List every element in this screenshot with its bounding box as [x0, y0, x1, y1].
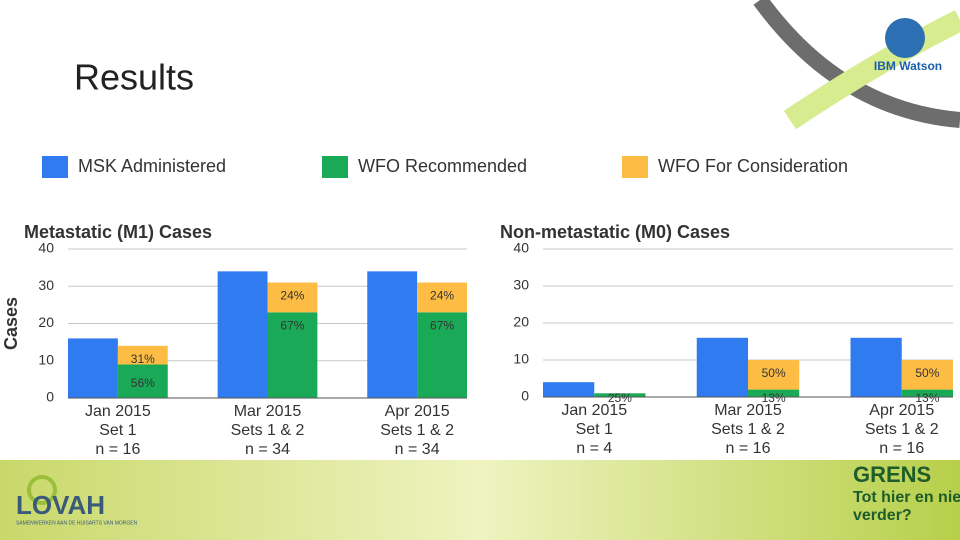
x-tick-label: Set 1	[576, 421, 613, 438]
logo-subtext: SAMENWERKEN AAN DE HUISARTS VAN MORGEN	[16, 520, 138, 526]
x-tick-label: Jan 2015	[561, 402, 627, 419]
x-tick-label: Jan 2015	[85, 403, 151, 420]
chart-title: Metastatic (M1) Cases	[24, 222, 212, 242]
x-tick-label: n = 34	[245, 441, 290, 458]
x-tick-label: Sets 1 & 2	[231, 422, 305, 439]
y-tick-label: 30	[513, 277, 529, 293]
percent-label: 31%	[131, 352, 155, 366]
legend-label: MSK Administered	[78, 156, 226, 176]
decor-arc	[783, 10, 960, 130]
bar	[543, 382, 595, 397]
x-tick-label: Mar 2015	[234, 403, 302, 420]
bar	[367, 271, 418, 398]
logo-subtext: Tot hier en niet	[853, 489, 960, 506]
percent-label: 24%	[430, 289, 454, 303]
logo-text: GRENS	[853, 462, 931, 487]
bar-segment	[267, 312, 318, 398]
percent-label: 24%	[280, 289, 304, 303]
footer-band	[0, 460, 960, 540]
logo-text: LOVAH	[16, 490, 105, 520]
bar-segment	[267, 282, 318, 313]
percent-label: 67%	[280, 318, 304, 332]
bar	[217, 271, 268, 398]
bar-segment	[417, 282, 467, 313]
logo-text: IBM Watson	[874, 59, 942, 73]
y-tick-label: 10	[38, 351, 54, 367]
bar-segment	[117, 345, 168, 365]
y-axis-label: Cases	[1, 297, 21, 350]
legend-swatch	[42, 156, 68, 178]
percent-label: 13%	[762, 391, 786, 405]
logo-subtext: verder?	[853, 507, 912, 524]
slide-title: Results	[74, 57, 194, 98]
lovah-icon	[27, 475, 57, 505]
x-tick-label: n = 16	[879, 440, 924, 457]
legend-swatch	[322, 156, 348, 178]
x-tick-label: n = 34	[395, 441, 440, 458]
x-tick-label: n = 4	[576, 440, 612, 457]
percent-label: 25%	[608, 391, 632, 405]
percent-label: 56%	[131, 376, 155, 390]
bar-segment	[594, 393, 646, 397]
x-tick-label: Sets 1 & 2	[380, 422, 454, 439]
chart-panel	[492, 215, 959, 460]
bar-segment	[748, 360, 800, 390]
percent-label: 67%	[430, 318, 454, 332]
legend-label: WFO Recommended	[358, 156, 527, 176]
chart-title: Non-metastatic (M0) Cases	[500, 222, 730, 242]
legend-label: WFO For Consideration	[658, 156, 848, 176]
y-tick-label: 40	[513, 240, 529, 256]
y-tick-label: 0	[521, 388, 529, 404]
percent-label: 50%	[915, 366, 939, 380]
bar-segment	[117, 364, 168, 398]
bar-segment	[901, 360, 953, 390]
x-tick-label: Apr 2015	[869, 402, 934, 419]
y-tick-label: 0	[46, 389, 54, 405]
percent-label: 50%	[762, 366, 786, 380]
x-tick-label: n = 16	[95, 441, 140, 458]
bar-segment	[417, 312, 467, 398]
x-tick-label: Mar 2015	[714, 402, 782, 419]
bar	[850, 337, 902, 397]
x-tick-label: Sets 1 & 2	[711, 421, 785, 438]
y-tick-label: 10	[513, 351, 529, 367]
x-tick-label: Set 1	[99, 422, 136, 439]
y-tick-label: 40	[38, 240, 54, 256]
legend-swatch	[622, 156, 648, 178]
y-tick-label: 20	[38, 314, 54, 330]
percent-label: 13%	[915, 391, 939, 405]
y-tick-label: 30	[38, 277, 54, 293]
bar-segment	[901, 389, 953, 397]
y-tick-label: 20	[513, 314, 529, 330]
x-tick-label: Apr 2015	[385, 403, 450, 420]
x-tick-label: n = 16	[726, 440, 771, 457]
bar-segment	[748, 389, 800, 397]
watson-globe	[885, 18, 925, 58]
bar	[68, 338, 118, 398]
x-tick-label: Sets 1 & 2	[865, 421, 939, 438]
bar	[696, 337, 748, 397]
